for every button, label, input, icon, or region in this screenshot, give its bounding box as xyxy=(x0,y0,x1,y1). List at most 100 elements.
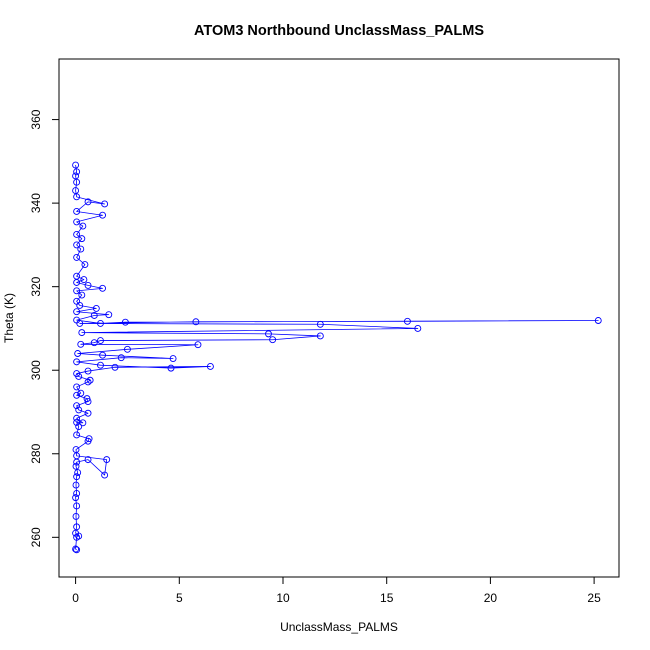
data-point xyxy=(167,364,175,372)
data-point xyxy=(73,414,81,422)
data-point xyxy=(81,261,89,268)
x-tick-label: 5 xyxy=(176,591,183,605)
plot-frame xyxy=(58,58,620,578)
data-point xyxy=(73,490,81,497)
data-point xyxy=(84,367,92,375)
y-axis: 260 280 300 320 340 360 xyxy=(29,109,60,547)
data-point xyxy=(72,545,80,553)
y-tick-label: 300 xyxy=(29,360,43,380)
data-point xyxy=(72,462,80,470)
data-point xyxy=(169,355,177,362)
data-point xyxy=(72,172,80,180)
y-tick-label: 260 xyxy=(29,527,43,547)
data-point xyxy=(316,332,324,340)
x-tick-label: 10 xyxy=(276,591,290,605)
data-point xyxy=(84,198,92,206)
y-tick-label: 280 xyxy=(29,443,43,463)
data-point xyxy=(84,409,92,417)
data-point xyxy=(78,329,86,337)
y-axis-label: Theta (K) xyxy=(2,293,16,343)
y-tick-label: 360 xyxy=(29,109,43,129)
data-point xyxy=(265,330,272,338)
data-point xyxy=(84,281,92,289)
data-point xyxy=(117,354,125,362)
x-tick-label: 15 xyxy=(380,591,394,605)
data-point xyxy=(101,471,109,479)
data-point xyxy=(84,398,92,405)
data-point xyxy=(316,320,324,328)
x-tick-label: 0 xyxy=(72,591,79,605)
data-point xyxy=(73,253,81,261)
data-point xyxy=(84,378,92,386)
data-point xyxy=(73,287,81,295)
data-point xyxy=(73,308,81,316)
series-line xyxy=(75,165,599,551)
data-point xyxy=(90,312,98,319)
data-point xyxy=(99,284,107,292)
data-point xyxy=(101,200,109,208)
data-point xyxy=(73,316,81,324)
y-tick-label: 320 xyxy=(29,276,43,296)
data-point xyxy=(72,446,80,454)
data-point xyxy=(269,336,277,344)
data-point xyxy=(85,435,93,443)
data-point xyxy=(78,291,86,299)
data-point xyxy=(73,208,81,215)
data-point xyxy=(74,350,82,357)
data-point xyxy=(72,161,80,169)
data-point xyxy=(73,297,81,305)
data-point xyxy=(73,391,81,399)
data-point xyxy=(73,502,81,510)
data-point xyxy=(73,231,81,238)
data-point xyxy=(594,317,602,324)
data-point xyxy=(73,370,81,378)
data-point xyxy=(121,318,129,326)
data-point xyxy=(74,469,82,477)
chart-title: ATOM3 Northbound UnclassMass_PALMS xyxy=(194,23,484,39)
data-point xyxy=(73,546,81,554)
data-point xyxy=(99,351,107,359)
data-point xyxy=(77,340,85,348)
data-point xyxy=(72,494,80,502)
data-point xyxy=(73,473,81,481)
data-point xyxy=(77,389,85,397)
data-point xyxy=(78,235,86,243)
data-point xyxy=(73,272,81,280)
data-point xyxy=(111,363,119,371)
data-point xyxy=(73,168,81,176)
data-point xyxy=(403,317,411,325)
data-point xyxy=(77,245,85,253)
x-tick-label: 20 xyxy=(484,591,498,605)
data-point xyxy=(72,512,80,520)
data-point xyxy=(123,345,131,353)
x-axis: 0 5 10 15 20 25 xyxy=(72,576,601,605)
data-point xyxy=(84,456,92,464)
data-point xyxy=(192,318,200,326)
data-point xyxy=(73,402,81,410)
data-point xyxy=(73,241,81,249)
data-point xyxy=(73,523,81,531)
data-point xyxy=(105,311,113,319)
data-point xyxy=(79,222,87,230)
data-point xyxy=(99,211,107,219)
data-point xyxy=(72,187,80,195)
data-point xyxy=(86,376,94,384)
series-layer xyxy=(72,161,602,554)
data-point xyxy=(73,218,81,226)
data-point xyxy=(97,337,104,345)
data-point xyxy=(80,276,88,284)
data-point xyxy=(194,341,202,349)
data-point xyxy=(73,431,81,439)
data-point xyxy=(90,339,98,347)
data-point xyxy=(79,419,87,427)
data-point xyxy=(75,423,83,431)
x-axis-label: UnclassMass_PALMS xyxy=(280,620,398,634)
data-point xyxy=(75,406,83,414)
data-point xyxy=(414,324,422,332)
y-tick-label: 340 xyxy=(29,193,43,213)
x-tick-label: 25 xyxy=(587,591,601,605)
data-point xyxy=(72,481,80,489)
data-point xyxy=(83,395,91,403)
data-point xyxy=(97,319,104,327)
